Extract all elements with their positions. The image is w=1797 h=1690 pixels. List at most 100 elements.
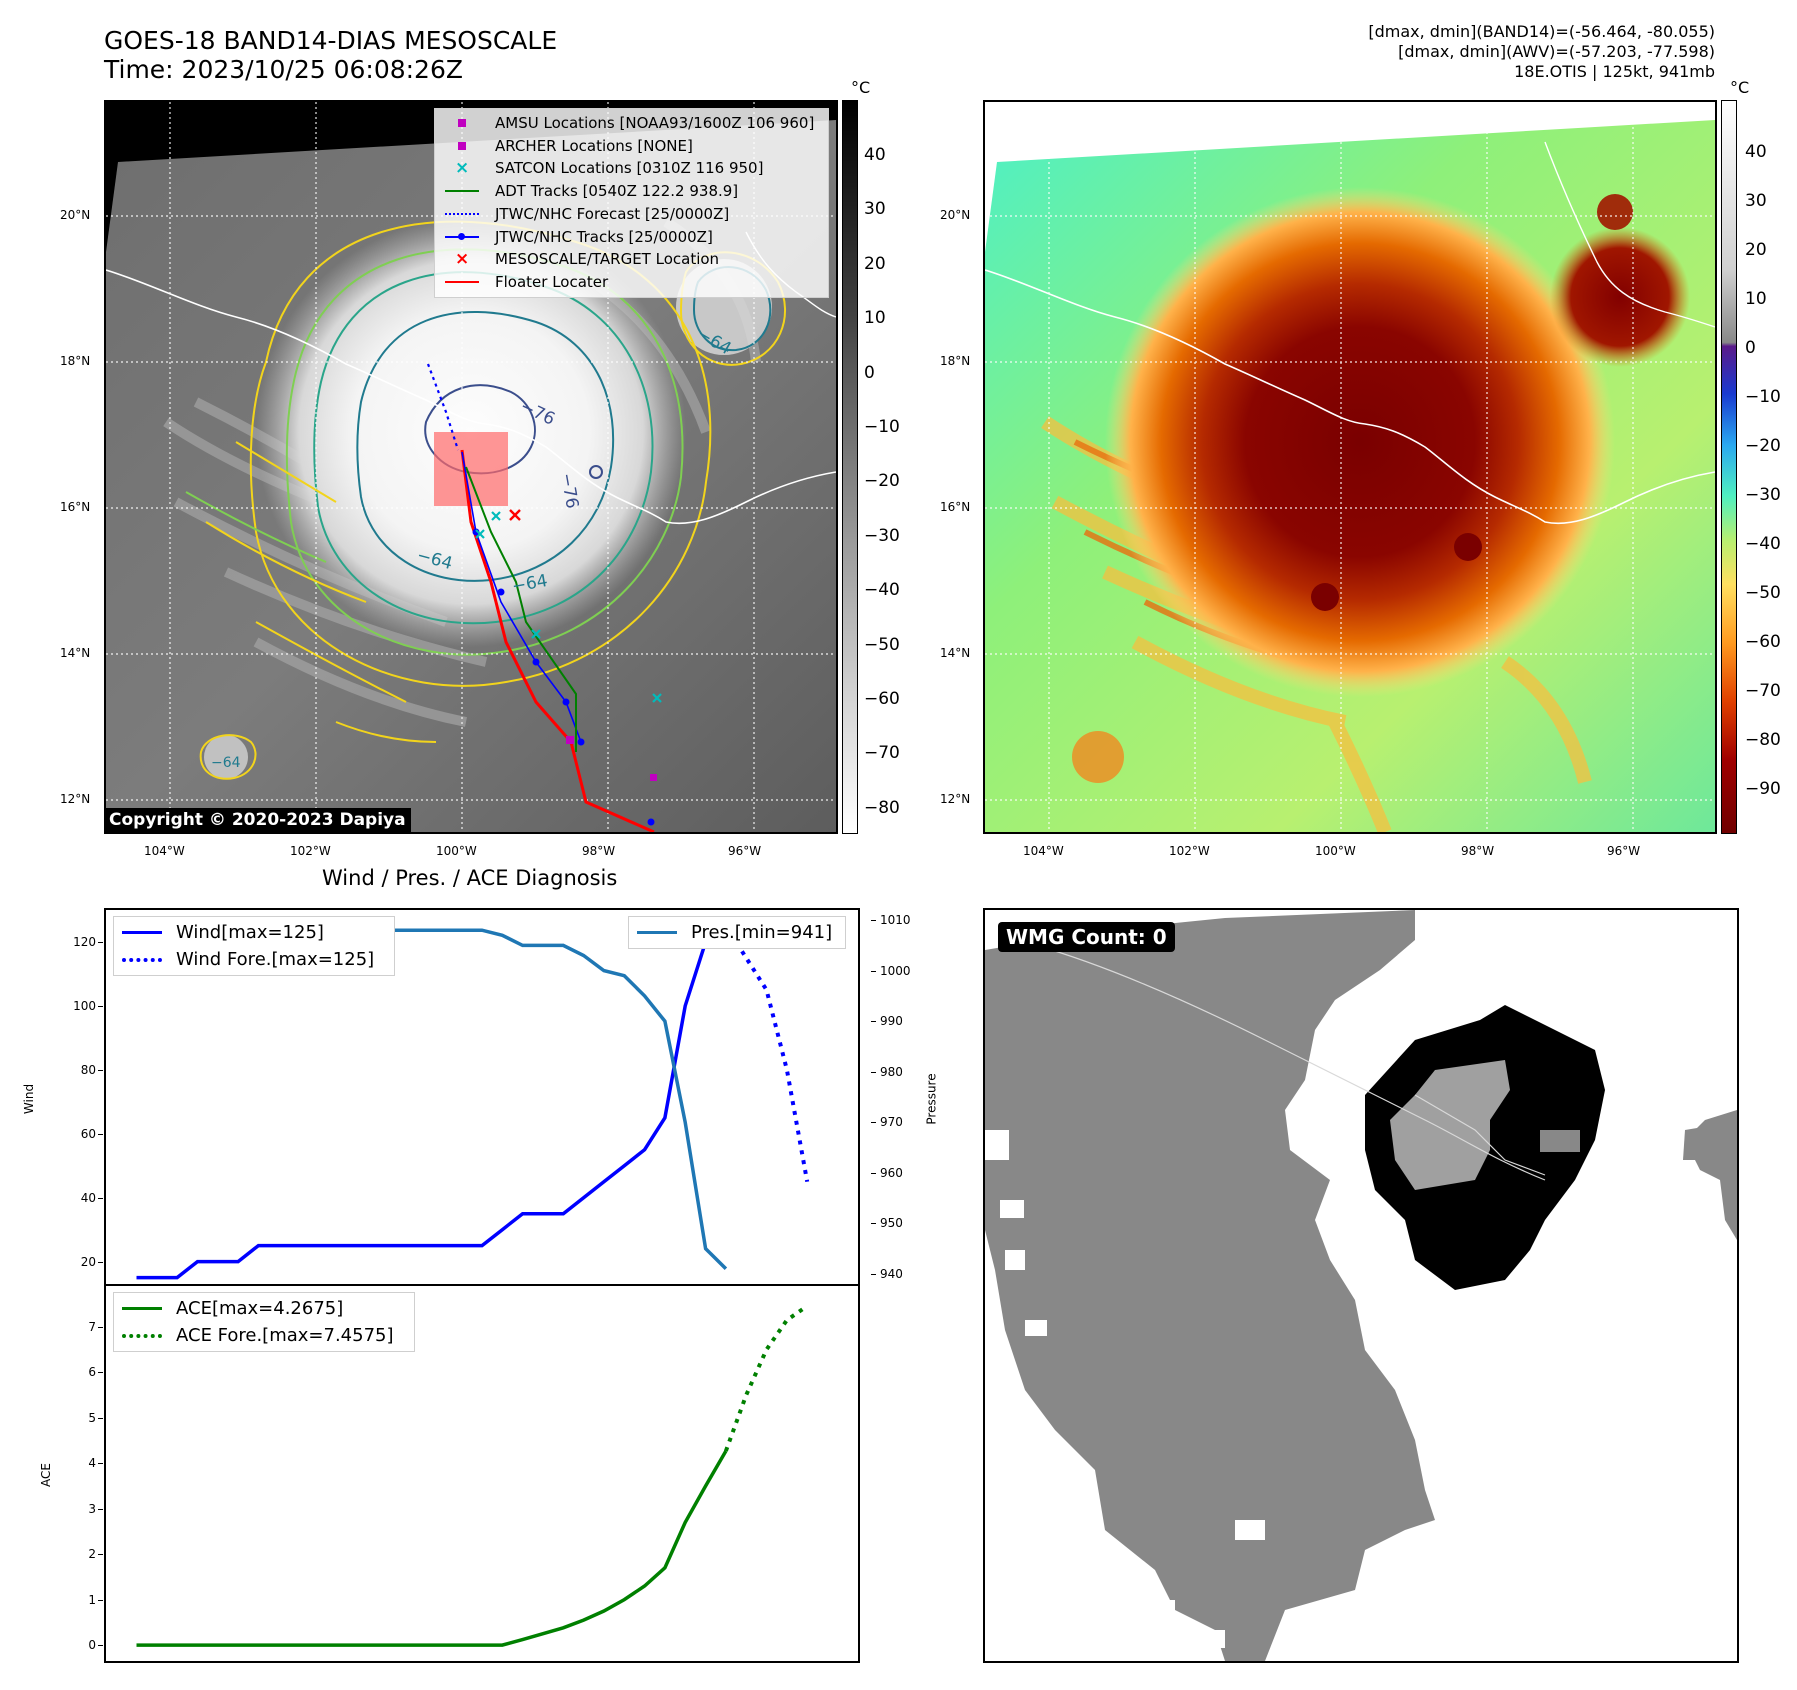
gray-colorbar-unit: °C	[851, 78, 871, 97]
lat-tick-label: 12°N	[940, 792, 971, 806]
ir-color-map-svg	[985, 102, 1715, 832]
colorbar-tick-label: −70	[1745, 681, 1781, 701]
map-legend-item: × MESOSCALE/TARGET Location	[443, 248, 822, 271]
colorbar-tick-label: 40	[1745, 142, 1767, 162]
tick-mark	[98, 941, 103, 943]
ace-ytick-label: 4	[88, 1456, 96, 1471]
tick-mark	[98, 1133, 103, 1135]
legend-symbol-icon: ×	[455, 157, 470, 178]
ace-legend: ACE[max=4.2675] ACE Fore.[max=7.4575]	[113, 1292, 415, 1352]
ace-series-line	[136, 1450, 728, 1647]
tick-mark	[98, 1463, 103, 1465]
figure-stats: [dmax, dmin](BAND14)=(-56.464, -80.055) …	[1368, 22, 1715, 81]
colorbar-tick-label: −30	[864, 525, 900, 546]
lat-tick-label: 16°N	[60, 500, 91, 514]
legend-symbol-icon	[443, 182, 481, 200]
tick-mark	[871, 1021, 876, 1023]
ace-ytick-label: 1	[88, 1592, 96, 1607]
lon-tick-label: 98°W	[1461, 844, 1495, 858]
ace-ytick-label: 5	[88, 1410, 96, 1425]
ace-chart	[104, 1284, 860, 1663]
tick-mark	[98, 1645, 103, 1647]
colorbar-tick-label: −40	[864, 580, 900, 601]
colorbar-tick-label: 0	[1745, 338, 1756, 358]
colorbar-tick-label: −30	[1745, 485, 1781, 505]
ir-color-map	[983, 100, 1717, 834]
map-legend-label: Floater Locater	[495, 272, 609, 291]
wind-legend: Wind[max=125] Wind Fore.[max=125]	[113, 916, 395, 976]
ace-ytick-label: 0	[88, 1638, 96, 1653]
legend-symbol-icon	[443, 137, 481, 155]
tick-mark	[98, 1372, 103, 1374]
pres-legend-item: Pres.[min=941]	[691, 922, 833, 943]
tick-mark	[871, 1122, 876, 1124]
tick-mark	[98, 1326, 103, 1328]
pres-ytick-label: 960	[880, 1165, 903, 1180]
colorbar-tick-label: 30	[1745, 191, 1767, 211]
colorbar-tick-label: −20	[864, 471, 900, 492]
ace-svg	[136, 1304, 809, 1647]
tick-mark	[871, 920, 876, 922]
lon-tick-label: 104°W	[144, 844, 185, 858]
lat-tick-label: 14°N	[60, 646, 91, 660]
wind-ytick-label: 80	[80, 1062, 96, 1077]
pres-ytick-label: 1010	[880, 913, 911, 928]
tick-mark	[871, 1273, 876, 1275]
ace-ytick-label: 3	[88, 1501, 96, 1516]
wmg-map-svg	[985, 910, 1737, 1661]
pres-ylabel: Pressure	[924, 1073, 939, 1125]
pres-ytick-label: 950	[880, 1216, 903, 1231]
colorbar-tick-label: −60	[864, 689, 900, 709]
tick-mark	[98, 1069, 103, 1071]
tick-mark	[98, 1599, 103, 1601]
tick-mark	[98, 1261, 103, 1263]
wmg-count-badge: WMG Count: 0	[998, 922, 1175, 952]
map-legend-item: × SATCON Locations [0310Z 116 950]	[443, 157, 822, 180]
colorbar-tick-label: −70	[864, 743, 900, 764]
colorbar-tick-label: 0	[864, 362, 875, 383]
map-legend-label: JTWC/NHC Tracks [25/0000Z]	[495, 227, 713, 246]
lon-tick-label: 104°W	[1023, 844, 1064, 858]
ace-fore-legend-item: ACE Fore.[max=7.4575]	[176, 1325, 394, 1346]
lon-tick-label: 98°W	[582, 844, 616, 858]
lon-tick-label: 100°W	[1315, 844, 1356, 858]
colorbar-tick-label: 20	[1745, 240, 1767, 260]
wind-ytick-label: 120	[73, 934, 96, 949]
wind-legend-item: Wind[max=125]	[176, 922, 324, 943]
pres-ytick-label: 1000	[880, 963, 911, 978]
wind-ytick-label: 40	[80, 1190, 96, 1205]
map-legend-label: MESOSCALE/TARGET Location	[495, 250, 720, 269]
diag-title: Wind / Pres. / ACE Diagnosis	[322, 866, 618, 890]
wind-ytick-label: 60	[80, 1126, 96, 1141]
lat-tick-label: 16°N	[940, 500, 971, 514]
wind-series-line	[136, 924, 727, 1280]
colorbar-tick-label: −80	[1745, 730, 1781, 750]
tick-mark	[871, 970, 876, 972]
tick-mark	[871, 1071, 876, 1073]
mesoscale-box	[434, 432, 508, 506]
copyright-label: Copyright © 2020-2023 Dapiya	[104, 808, 411, 832]
ace-ytick-label: 6	[88, 1365, 96, 1380]
map-legend-item: ARCHER Locations [NONE]	[443, 135, 822, 158]
pres-legend: Pres.[min=941]	[628, 916, 846, 949]
colorbar-tick-label: 40	[864, 145, 886, 165]
colorbar-tick-label: −90	[1745, 779, 1781, 799]
ace-legend-item: ACE[max=4.2675]	[176, 1298, 344, 1319]
colorbar-tick-label: 10	[1745, 289, 1767, 309]
colorbar-tick-label: 30	[864, 199, 886, 220]
legend-symbol-icon	[443, 228, 481, 246]
lon-tick-label: 96°W	[1607, 844, 1641, 858]
ace-ytick-label: 7	[88, 1319, 96, 1334]
contour-label: −64	[211, 755, 241, 771]
wind-ylabel: Wind	[22, 1083, 37, 1115]
legend-symbol-icon	[443, 114, 481, 132]
tick-mark	[98, 1417, 103, 1419]
map-legend-label: ADT Tracks [0540Z 122.2 938.9]	[495, 182, 739, 201]
map-legend-item: ADT Tracks [0540Z 122.2 938.9]	[443, 180, 822, 203]
colorbar-tick-label: −40	[1745, 534, 1781, 554]
pres-ytick-label: 990	[880, 1014, 903, 1029]
colorbar-tick-label: −80	[864, 797, 900, 818]
lat-tick-label: 18°N	[60, 354, 91, 368]
colorbar-tick-label: −20	[1745, 436, 1781, 456]
map-legend-label: ARCHER Locations [NONE]	[495, 136, 693, 155]
